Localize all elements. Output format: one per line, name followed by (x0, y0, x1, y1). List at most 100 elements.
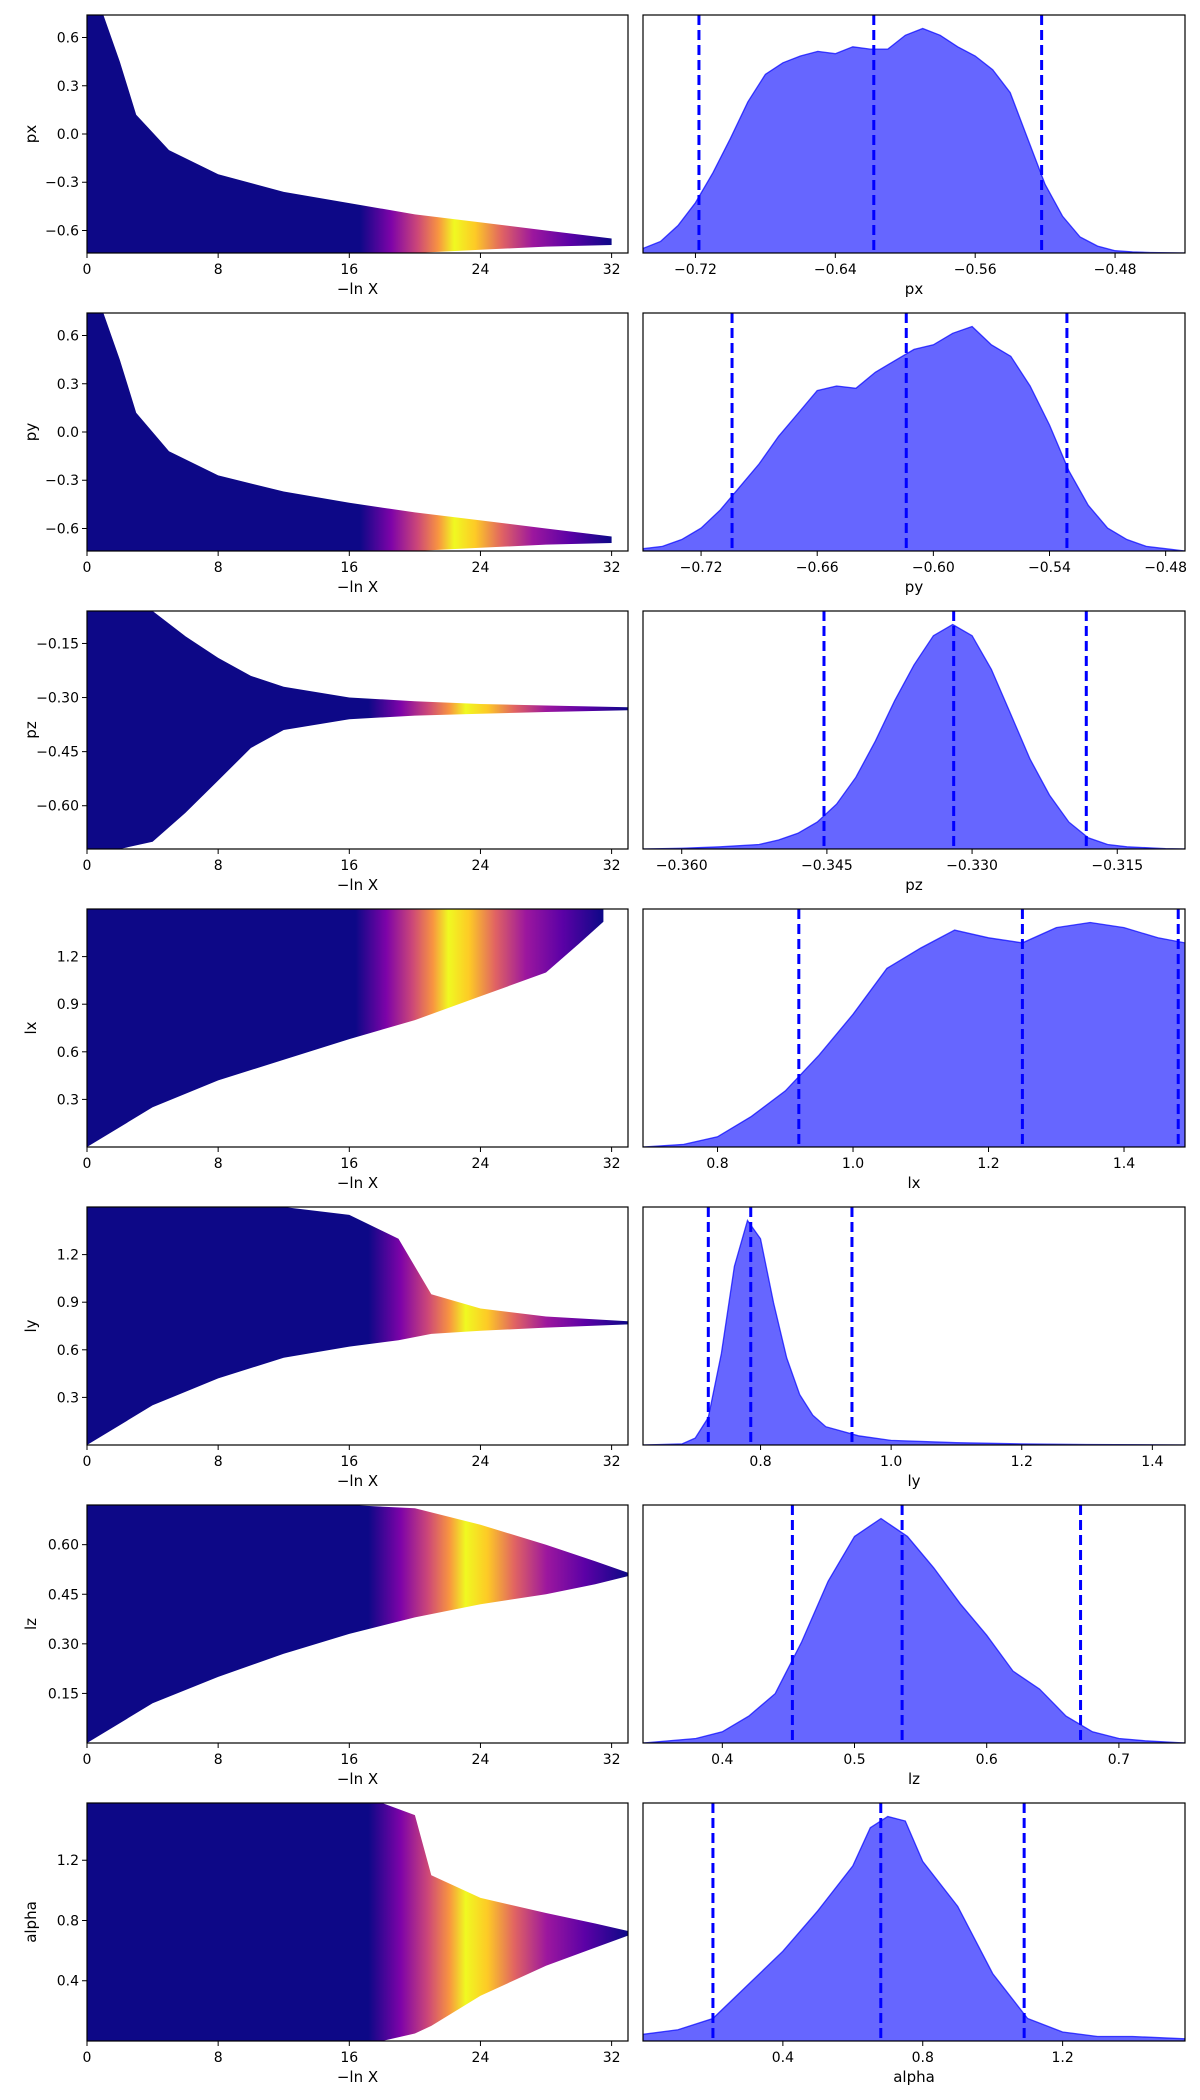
sample-cloud-px (87, 15, 612, 253)
axes-frame (642, 1504, 1186, 1744)
x-tick-label: 24 (472, 262, 490, 278)
x-tick-label: 1.2 (977, 1156, 999, 1172)
posterior-panel-pz: −0.360 −0.345 −0.330 −0.315 pz (642, 610, 1186, 894)
x-tick-label: 16 (340, 858, 358, 874)
posterior-panel-ly: 0.8 1.0 1.2 1.4 ly (642, 1206, 1186, 1490)
x-tick-label: 8 (214, 262, 223, 278)
trace-panel-alpha: 0 8 16 24 32 1.2 0.8 0.4 −ln X alpha (22, 1802, 629, 2086)
x-tick-label: 8 (214, 1156, 223, 1172)
x-tick-label: 0 (83, 2050, 92, 2066)
axes-frame (86, 1206, 629, 1446)
x-axis-label: −ln X (337, 876, 378, 894)
x-tick-label: −0.360 (656, 858, 708, 874)
x-tick-label: 8 (214, 1752, 223, 1768)
x-tick-label: 0.8 (912, 2050, 934, 2066)
y-tick-label: 0.15 (48, 1686, 79, 1702)
x-tick-label: −0.66 (796, 560, 839, 576)
x-tick-label: 24 (472, 1156, 490, 1172)
y-tick-label: −0.45 (36, 745, 79, 761)
x-tick-label: 16 (340, 1454, 358, 1470)
x-tick-label: 0.8 (749, 1454, 771, 1470)
x-axis-label: −ln X (337, 578, 378, 596)
x-tick-label: 8 (214, 858, 223, 874)
axes-frame (642, 1206, 1186, 1446)
y-tick-label: −0.15 (36, 636, 79, 652)
y-axis-label: lx (22, 1021, 40, 1034)
sample-cloud-lx (87, 909, 604, 1147)
y-tick-label: 0.60 (48, 1538, 79, 1554)
axes-frame (642, 312, 1186, 552)
x-tick-label: 0 (83, 560, 92, 576)
x-tick-label: 1.0 (880, 1454, 902, 1470)
x-tick-label: 32 (603, 858, 621, 874)
axes-frame (642, 14, 1186, 254)
y-tick-label: 0.6 (57, 1343, 79, 1359)
y-tick-label: −0.6 (45, 223, 79, 239)
density-area-lz (643, 1517, 1185, 1743)
axes-frame (86, 908, 629, 1148)
trace-panel-lx: 0 8 16 24 32 1.2 0.9 0.6 0.3 −ln X lx (22, 908, 629, 1192)
axes-frame (86, 610, 629, 850)
y-tick-label: 0.6 (57, 31, 79, 47)
y-tick-label: 0.3 (57, 79, 79, 95)
x-tick-label: 0.8 (706, 1156, 728, 1172)
x-axis-label: −ln X (337, 280, 378, 298)
y-tick-label: 0.0 (57, 127, 79, 143)
axes-frame (642, 908, 1186, 1148)
x-tick-label: 32 (603, 1752, 621, 1768)
x-tick-label: 8 (214, 560, 223, 576)
x-tick-label: −0.48 (1144, 560, 1187, 576)
x-tick-label: 32 (603, 262, 621, 278)
x-tick-label: 24 (472, 858, 490, 874)
posterior-panel-py: −0.72 −0.66 −0.60 −0.54 −0.48 py (642, 312, 1187, 596)
x-tick-label: 16 (340, 262, 358, 278)
x-tick-label: 16 (340, 560, 358, 576)
x-tick-label: 1.4 (1141, 1454, 1163, 1470)
axes-frame (642, 610, 1186, 850)
x-tick-label: 24 (472, 1752, 490, 1768)
y-tick-label: 1.2 (57, 1248, 79, 1264)
posterior-panel-lz: 0.4 0.5 0.6 0.7 lz (642, 1504, 1186, 1788)
x-tick-label: 0.7 (1108, 1752, 1130, 1768)
x-tick-label: 0 (83, 858, 92, 874)
axes-frame (642, 1802, 1186, 2042)
x-tick-label: 32 (603, 560, 621, 576)
x-axis-label: alpha (893, 2068, 935, 2086)
sample-cloud-pz (87, 611, 628, 849)
y-tick-label: 0.30 (48, 1637, 79, 1653)
x-axis-label: pz (905, 876, 923, 894)
x-tick-label: 0.4 (772, 2050, 794, 2066)
x-axis-label: ly (907, 1472, 920, 1490)
x-tick-label: −0.72 (674, 262, 717, 278)
density-area-py (643, 325, 1185, 551)
axes-frame (86, 1504, 629, 1744)
y-axis-label: pz (22, 721, 40, 739)
y-tick-label: 0.0 (57, 425, 79, 441)
density-area-px (643, 27, 1185, 253)
x-axis-label: lz (908, 1770, 920, 1788)
x-tick-label: 0 (83, 1454, 92, 1470)
x-tick-label: 24 (472, 1454, 490, 1470)
x-tick-label: 32 (603, 2050, 621, 2066)
y-axis-label: ly (22, 1319, 40, 1332)
x-axis-label: px (905, 280, 924, 298)
x-tick-label: −0.72 (680, 560, 723, 576)
x-tick-label: −0.330 (946, 858, 998, 874)
x-tick-label: 1.2 (1011, 1454, 1033, 1470)
y-axis-label: alpha (22, 1901, 40, 1943)
x-tick-label: 1.4 (1113, 1156, 1135, 1172)
trace-panel-ly: 0 8 16 24 32 1.2 0.9 0.6 0.3 −ln X ly (22, 1206, 629, 1490)
y-tick-label: 0.6 (57, 1045, 79, 1061)
trace-panel-lz: 0 8 16 24 32 0.60 0.45 0.30 0.15 −ln X lz (22, 1504, 629, 1788)
y-axis-label: px (22, 125, 40, 144)
x-tick-label: 16 (340, 1156, 358, 1172)
axes-frame (86, 1802, 629, 2042)
x-tick-label: −0.48 (1094, 262, 1137, 278)
y-axis-label: py (22, 423, 40, 442)
x-axis-label: −ln X (337, 1472, 378, 1490)
posterior-panel-lx: 0.8 1.0 1.2 1.4 lx (642, 908, 1186, 1192)
sample-cloud-alpha (87, 1803, 628, 2041)
y-tick-label: 0.3 (57, 377, 79, 393)
y-tick-label: 0.6 (57, 329, 79, 345)
